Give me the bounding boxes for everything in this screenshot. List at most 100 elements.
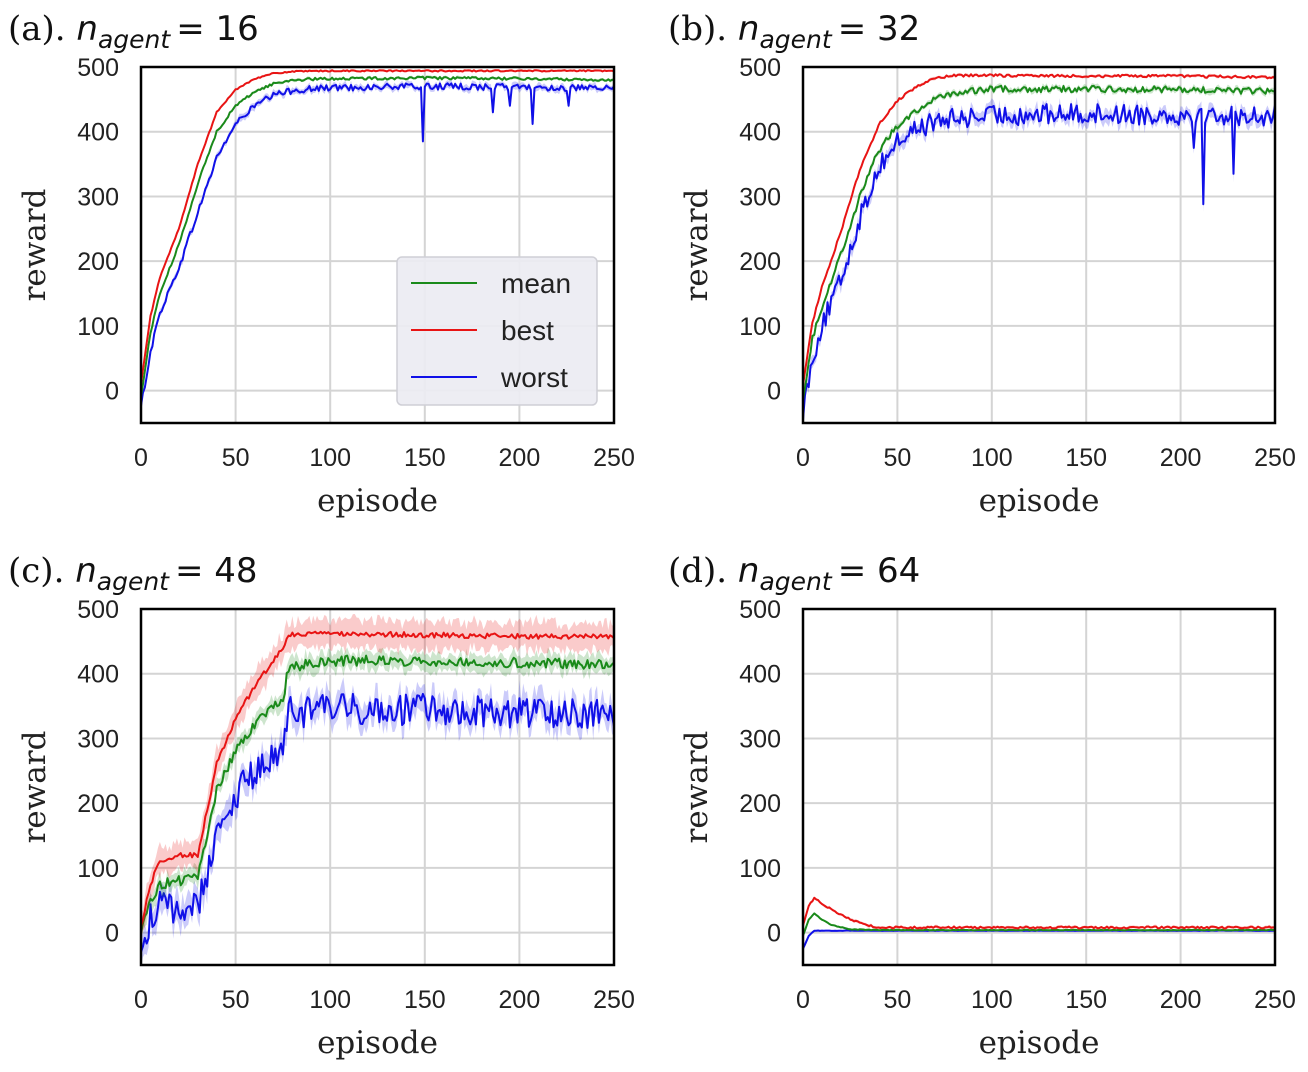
y-tick-label: 100 [739,313,781,341]
title-equation: = 32 [838,9,921,49]
plot-frame [801,65,1277,425]
series-line-worst [803,103,1275,421]
y-tick-label: 0 [105,920,119,948]
x-tick-label: 150 [1065,444,1107,472]
y-tick-label: 0 [105,378,119,406]
x-axis-label: episode [317,1025,438,1061]
series-line-mean [803,84,1275,401]
chart-panel-3: (c). nagent = 48 0 50 100 150 200 250 0 100 200 300… [8,551,635,1061]
plot-frame [139,607,616,967]
x-tick-label: 50 [883,444,911,472]
y-tick-label: 300 [77,183,119,211]
x-tick-label: 100 [971,986,1013,1014]
legend-label-best: best [501,315,554,346]
y-tick-label: 500 [77,596,119,624]
x-tick-label: 0 [134,986,148,1014]
y-tick-label: 200 [739,790,781,818]
series-band-worst [141,677,614,965]
y-tick-label: 100 [739,855,781,883]
panel-label: (a). [8,9,76,49]
x-tick-label: 200 [499,444,541,472]
y-tick-label: 200 [739,248,781,276]
series-line-worst [141,82,614,407]
x-tick-label: 200 [1160,444,1202,472]
x-tick-label: 250 [593,986,635,1014]
x-tick-label: 100 [309,444,351,472]
chart-panel-2: (b). nagent = 32 0 50 100 150 200 250 0 100 200 300… [668,9,1296,519]
y-axis-label: reward [17,189,53,302]
plot-frame [801,607,1277,967]
series-line-best [141,69,614,385]
chart-panel-1: (a). nagent = 16 0 50 100 150 200 250 0 100 200 300… [8,9,635,519]
x-tick-label: 250 [593,444,635,472]
x-tick-label: 0 [796,444,810,472]
y-tick-label: 300 [77,725,119,753]
y-tick-label: 300 [739,183,781,211]
x-tick-label: 250 [1254,444,1296,472]
x-tick-label: 50 [222,986,250,1014]
panel-title: (d). nagent = 64 [668,551,920,596]
title-equation: = 48 [175,551,258,591]
x-axis-label: episode [979,483,1100,519]
title-subscript: agent [759,567,832,596]
chart-panel-4: (d). nagent = 64 0 50 100 150 200 250 0 100 200 300… [668,551,1296,1061]
panel-title: (c). nagent = 48 [8,551,258,596]
y-tick-label: 200 [77,790,119,818]
title-subscript: agent [98,25,171,54]
y-tick-label: 500 [77,54,119,82]
y-tick-label: 400 [739,661,781,689]
y-tick-label: 400 [739,119,781,147]
series-line-worst [141,692,614,953]
x-axis-label: episode [317,483,438,519]
y-tick-label: 0 [767,378,781,406]
series-line-mean [141,654,614,934]
title-subscript: agent [97,567,170,596]
legend: mean best worst [396,256,598,406]
x-axis-label: episode [979,1025,1100,1061]
title-variable: n [75,551,97,591]
title-variable: n [76,9,98,49]
panel-label: (d). [668,551,738,591]
title-equation: = 16 [176,9,259,49]
x-tick-label: 200 [499,986,541,1014]
y-tick-label: 500 [739,54,781,82]
panel-label: (c). [8,551,75,591]
title-variable: n [738,551,760,591]
y-axis-label: reward [679,731,715,844]
x-tick-label: 0 [134,444,148,472]
y-axis-label: reward [679,189,715,302]
series-band-best [803,896,1275,931]
series-line-best [141,630,614,927]
title-subscript: agent [759,25,832,54]
panel-label: (b). [668,9,738,49]
series-band-mean [141,646,614,939]
x-tick-label: 200 [1160,986,1202,1014]
y-tick-label: 100 [77,855,119,883]
x-tick-label: 50 [883,986,911,1014]
series-line-mean [141,75,614,397]
y-tick-label: 0 [767,920,781,948]
panel-title: (b). nagent = 32 [668,9,920,54]
legend-label-mean: mean [501,268,571,299]
y-axis-label: reward [17,731,53,844]
y-tick-label: 100 [77,313,119,341]
legend-box [396,256,598,406]
series-line-best [803,896,1275,930]
x-tick-label: 50 [222,444,250,472]
title-equation: = 64 [838,551,921,591]
x-tick-label: 150 [404,986,446,1014]
x-tick-label: 150 [1065,986,1107,1014]
y-tick-label: 500 [739,596,781,624]
series-line-mean [803,912,1275,937]
panel-title: (a). nagent = 16 [8,9,259,54]
x-tick-label: 0 [796,986,810,1014]
x-tick-label: 100 [971,444,1013,472]
x-tick-label: 100 [309,986,351,1014]
y-tick-label: 400 [77,119,119,147]
x-tick-label: 150 [404,444,446,472]
y-tick-label: 400 [77,661,119,689]
plot-frame [139,65,616,425]
series-line-best [803,73,1275,386]
y-tick-label: 300 [739,725,781,753]
